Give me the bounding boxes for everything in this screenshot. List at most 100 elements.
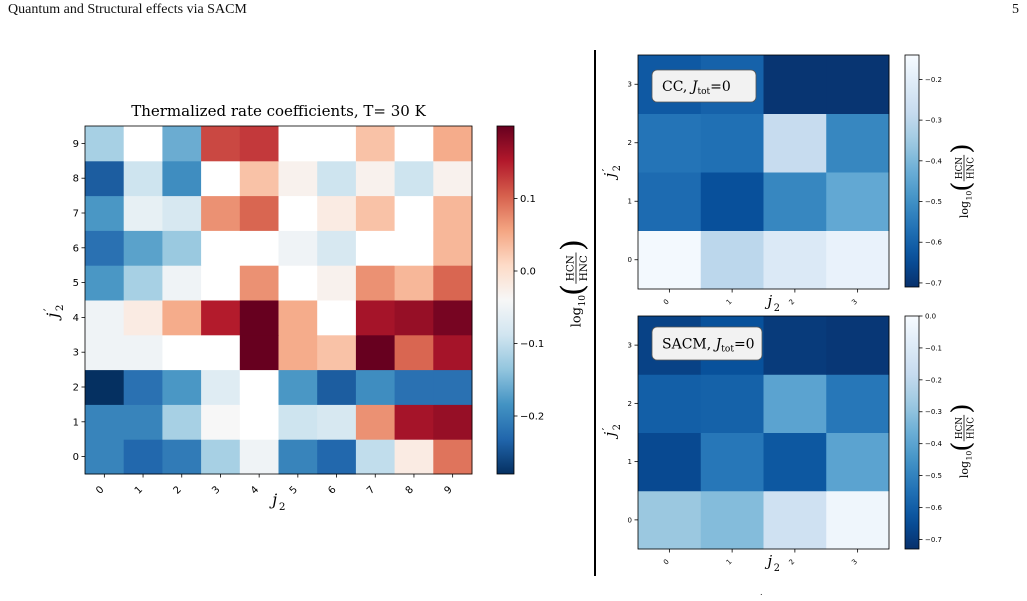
heatmap-cell [763, 490, 827, 550]
heatmap-cell [85, 439, 125, 475]
heatmap-cell [355, 404, 396, 440]
y-tick-label: 3 [628, 81, 632, 89]
cbar-label-paren-right: ) [946, 403, 977, 413]
cbar-label-paren-left: ( [555, 284, 591, 296]
colorbar-tick-label: −0.1 [925, 344, 942, 352]
y-tick-label: 0 [73, 452, 79, 463]
heatmap-cell [123, 369, 163, 405]
heatmap-cell [394, 334, 434, 371]
x-tick-label: 8 [404, 484, 416, 496]
heatmap-cell [394, 230, 434, 266]
heatmap-cell [162, 439, 202, 475]
chart-title: Thermalized rate coefficients, T= 30 K [131, 102, 426, 120]
x-tick-label: 4 [249, 484, 261, 496]
y-tick-label: 2 [73, 383, 79, 394]
heatmap-cell [85, 265, 125, 301]
heatmap-cell [239, 126, 279, 162]
heatmap-cell [239, 195, 279, 231]
heatmap-cell [355, 160, 396, 197]
heatmap-cell [239, 230, 279, 266]
axis-label-subscript: 2 [774, 303, 780, 314]
y-tick-label: 9 [73, 139, 79, 150]
heatmap-cell [826, 172, 890, 231]
heatmap-cell [355, 230, 396, 266]
axis-label-j: j [43, 313, 62, 321]
heatmap-cell [201, 334, 241, 371]
heatmap-cell [162, 334, 202, 371]
y-tick-label: 7 [73, 209, 79, 220]
heatmap-cell [394, 300, 434, 336]
axis-label-subscript: 2 [612, 424, 623, 430]
heatmap-cell [239, 300, 279, 336]
heatmap-cell [162, 195, 202, 231]
heatmap-1: 0 1 2 3 0 1 2 3 CC, Jtot=0 −0.2 −0.3 −0.4 −0.5 −0.6 −0… [628, 54, 943, 307]
colorbar-tick-label: −0.7 [925, 536, 942, 544]
heatmap-cell [85, 300, 125, 336]
heatmap-cell [317, 126, 357, 162]
x-tick-label: 1 [133, 484, 145, 496]
heatmap-cell [394, 160, 434, 197]
heatmap-cell [826, 316, 890, 375]
axis-label-prime: ′ [41, 308, 55, 311]
heatmap-cell [433, 126, 473, 162]
heatmap-cell [826, 432, 890, 492]
colorbar-tick-label: −0.3 [925, 117, 942, 125]
heatmap-cell [85, 195, 125, 231]
heatmap-cell [278, 230, 318, 266]
heatmap-cell [826, 374, 890, 433]
heatmap-cell [123, 230, 163, 266]
colorbar-tick-label: 0.0 [520, 267, 536, 278]
heatmap-cell [394, 265, 434, 301]
colorbar-tick-label: −0.4 [925, 440, 943, 448]
heatmap-cell [123, 300, 163, 336]
plot-frame [84, 125, 473, 475]
colorbar-tick-label: −0.6 [925, 239, 943, 247]
heatmap-cell [700, 230, 764, 290]
x-tick-label: 9 [442, 484, 454, 496]
colorbar-tick-label: −0.5 [925, 198, 942, 206]
cbar-label-numerator: HCN [955, 417, 965, 439]
heatmap-cell [700, 374, 764, 433]
running-header-title: Quantum and Structural effects via SACM [8, 2, 247, 17]
heatmap-cell [85, 404, 125, 440]
heatmap-cell [239, 404, 279, 440]
heatmap-cell [433, 334, 473, 371]
y-tick-label: 1 [628, 458, 632, 466]
cbar-label-paren-right: ) [946, 143, 977, 153]
heatmap-cell [433, 300, 473, 336]
heatmap-cell [162, 265, 202, 301]
heatmap-cell [317, 439, 357, 475]
heatmap-cell [201, 369, 241, 405]
cbar-label-log: log [958, 201, 971, 218]
colorbar [904, 315, 920, 550]
y-tick-label: 1 [628, 198, 632, 206]
axis-label-j: j [765, 292, 773, 310]
heatmap-cell [433, 160, 473, 197]
heatmap-cell [394, 369, 434, 405]
heatmap-cell [763, 432, 827, 492]
cbar-label-log: log [570, 307, 585, 327]
heatmap-cell [638, 113, 702, 173]
heatmap-cell [317, 195, 357, 231]
cbar-label-base: 10 [965, 451, 974, 461]
heatmap-cell [85, 160, 125, 197]
heatmap-cell [239, 160, 279, 197]
x-tick-label: 7 [365, 484, 377, 496]
heatmap-cell [201, 439, 241, 475]
y-axis-label: j ′2 [600, 165, 623, 181]
heatmap-cell [162, 369, 202, 405]
heatmap-cell [85, 230, 125, 266]
cbar-label-base: 10 [578, 295, 588, 307]
cbar-label-log: log [958, 461, 971, 478]
heatmap-cell [85, 369, 125, 405]
heatmap-cell [123, 195, 163, 231]
heatmap-cell [317, 160, 357, 197]
heatmap-cell [394, 404, 434, 440]
cbar-label-paren-left: ( [946, 441, 977, 451]
y-tick-label: 3 [628, 342, 632, 350]
heatmap-cell [355, 439, 396, 475]
x-tick-label: 2 [172, 484, 184, 496]
heatmap-cell [394, 439, 434, 475]
panel-divider [594, 50, 596, 576]
